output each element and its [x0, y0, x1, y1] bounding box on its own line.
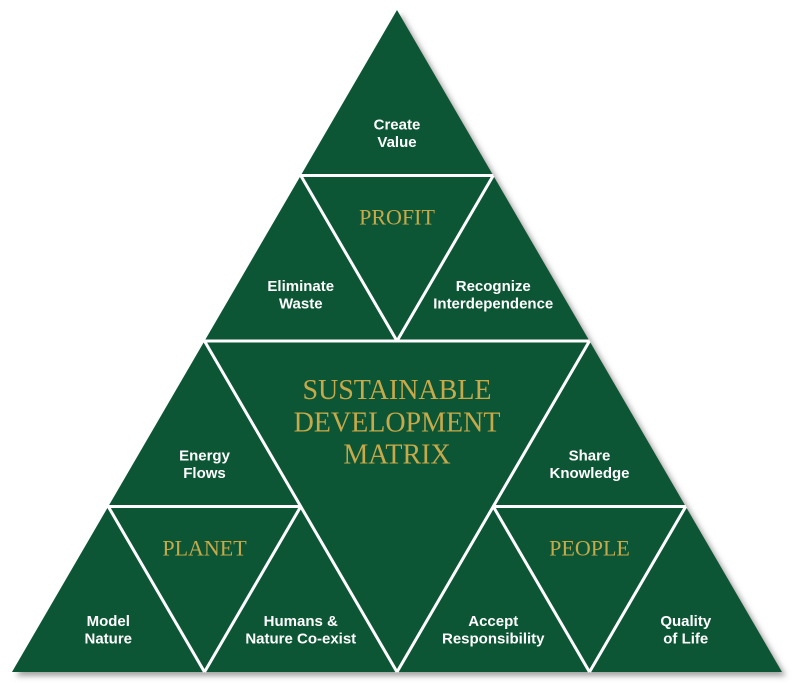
- cell-energy-flows: EnergyFlows: [179, 448, 231, 482]
- cell-quality-of-life: Qualityof Life: [660, 613, 712, 647]
- cell-model-nature: ModelNature: [84, 613, 132, 647]
- label-planet: PLANET: [162, 536, 247, 561]
- label-profit: PROFIT: [359, 205, 435, 230]
- sustainable-development-matrix: CreateValueEliminateWasteRecognizeInterd…: [0, 0, 795, 683]
- label-people: PEOPLE: [549, 536, 630, 561]
- cell-create-value: CreateValue: [374, 117, 421, 151]
